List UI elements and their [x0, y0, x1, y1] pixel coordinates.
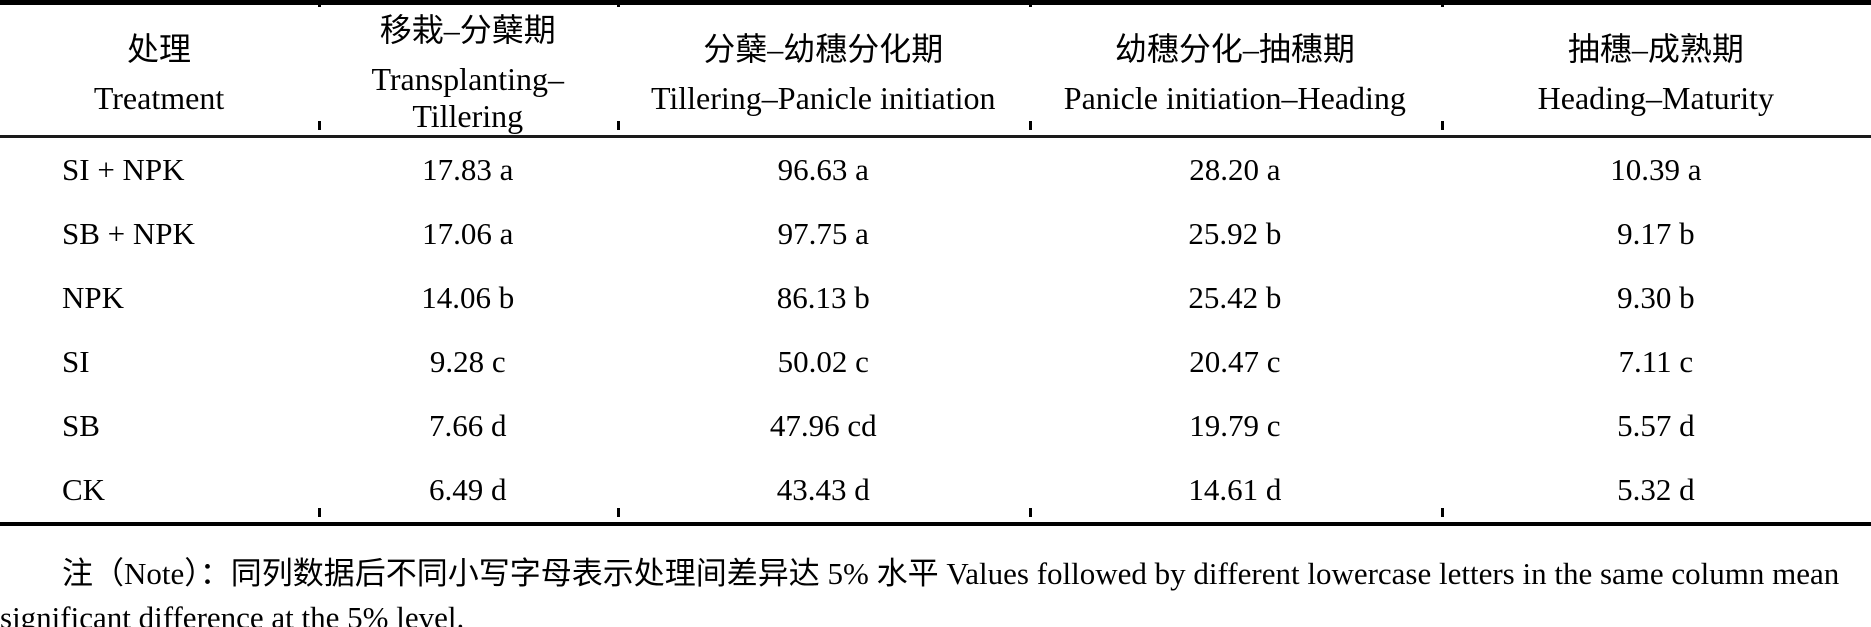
cell-value: 7.66 d [428, 408, 507, 443]
header-transplanting-tillering-zh: 移栽–分蘖期 [379, 12, 556, 48]
table-row: NPK 14.06 b 86.13 b 25.42 b 9.30 b [0, 266, 1871, 330]
cell-value: 9.28 c [429, 344, 506, 379]
cell-value: 28.20 a [1189, 152, 1281, 187]
cell-value: 25.92 b [1188, 216, 1282, 251]
header-tillering-panicle-initiation: 分蘖–幼穗分化期 Tillering–Panicle initiation [617, 2, 1030, 138]
cell-value: 43.43 d [776, 472, 870, 507]
column-boundary-tick [617, 121, 621, 130]
column-boundary-tick [1440, 508, 1444, 517]
cell-value: 9.17 b [1617, 216, 1695, 251]
header-heading-maturity-en: Heading–Maturity [1537, 79, 1775, 116]
table-row: SI 9.28 c 50.02 c 20.47 c 7.11 c [0, 330, 1871, 394]
row-label: SI [62, 344, 90, 379]
header-tillering-panicle-initiation-zh: 分蘖–幼穗分化期 [703, 30, 944, 67]
table-note: 注（Note）：同列数据后不同小写字母表示处理间差异达 5% 水平 Values… [0, 556, 1840, 627]
column-boundary-tick [1029, 121, 1033, 130]
column-boundary-tick [318, 121, 322, 130]
table-row: SB 7.66 d 47.96 cd 19.79 c 5.57 d [0, 394, 1871, 458]
table-wrapper: 处理 Treatment 移栽–分蘖期 Transplanting–Tiller… [0, 0, 1871, 526]
cell-value: 25.42 b [1188, 280, 1282, 315]
cell-value: 17.06 a [422, 216, 514, 251]
column-boundary-tick [1440, 0, 1444, 7]
cell-value: 20.47 c [1189, 344, 1281, 379]
header-panicle-initiation-heading-zh: 幼穗分化–抽穗期 [1114, 30, 1355, 67]
header-heading-maturity: 抽穗–成熟期 Heading–Maturity [1440, 2, 1871, 138]
header-row: 处理 Treatment 移栽–分蘖期 Transplanting–Tiller… [0, 2, 1871, 138]
header-treatment-zh: 处理 [127, 30, 192, 67]
cell-value: 14.06 b [421, 280, 515, 315]
table-row: SI + NPK 17.83 a 96.63 a 28.20 a 10.39 a [0, 137, 1871, 203]
cell-value: 5.57 d [1617, 408, 1695, 443]
cell-value: 14.61 d [1188, 472, 1282, 507]
cell-value: 6.49 d [428, 472, 507, 507]
cell-value: 47.96 cd [769, 408, 877, 443]
header-transplanting-tillering: 移栽–分蘖期 Transplanting–Tillering [318, 2, 618, 138]
row-label: CK [62, 472, 106, 507]
cell-value: 9.30 b [1617, 280, 1695, 315]
column-boundary-tick [318, 0, 322, 7]
header-panicle-initiation-heading-en: Panicle initiation–Heading [1063, 79, 1406, 116]
column-boundary-tick [1029, 508, 1033, 517]
header-panicle-initiation-heading: 幼穗分化–抽穗期 Panicle initiation–Heading [1029, 2, 1441, 138]
row-label: SB + NPK [62, 216, 195, 251]
header-heading-maturity-zh: 抽穗–成熟期 [1567, 30, 1744, 67]
column-boundary-tick [617, 0, 621, 7]
header-treatment-en: Treatment [93, 79, 225, 116]
column-boundary-tick [1440, 121, 1444, 130]
cell-value: 50.02 c [777, 344, 869, 379]
table-row: SB + NPK 17.06 a 97.75 a 25.92 b 9.17 b [0, 202, 1871, 266]
cell-value: 86.13 b [776, 280, 870, 315]
cell-value: 19.79 c [1189, 408, 1281, 443]
row-label: SB [62, 408, 100, 443]
header-tillering-panicle-initiation-en: Tillering–Panicle initiation [650, 79, 996, 116]
header-transplanting-tillering-en: Transplanting–Tillering [371, 61, 565, 134]
cell-value: 97.75 a [777, 216, 869, 251]
growth-stage-table: 处理 Treatment 移栽–分蘖期 Transplanting–Tiller… [0, 0, 1871, 526]
cell-value: 5.32 d [1617, 472, 1695, 507]
cell-value: 10.39 a [1610, 152, 1702, 187]
cell-value: 17.83 a [422, 152, 514, 187]
column-boundary-tick [617, 508, 621, 517]
row-label: NPK [62, 280, 125, 315]
table-row: CK 6.49 d 43.43 d 14.61 d 5.32 d [0, 458, 1871, 524]
row-label: SI + NPK [62, 152, 185, 187]
header-treatment: 处理 Treatment [0, 2, 319, 138]
cell-value: 7.11 c [1618, 344, 1694, 379]
cell-value: 96.63 a [777, 152, 869, 187]
column-boundary-tick [1029, 0, 1033, 7]
column-boundary-tick [318, 508, 322, 517]
